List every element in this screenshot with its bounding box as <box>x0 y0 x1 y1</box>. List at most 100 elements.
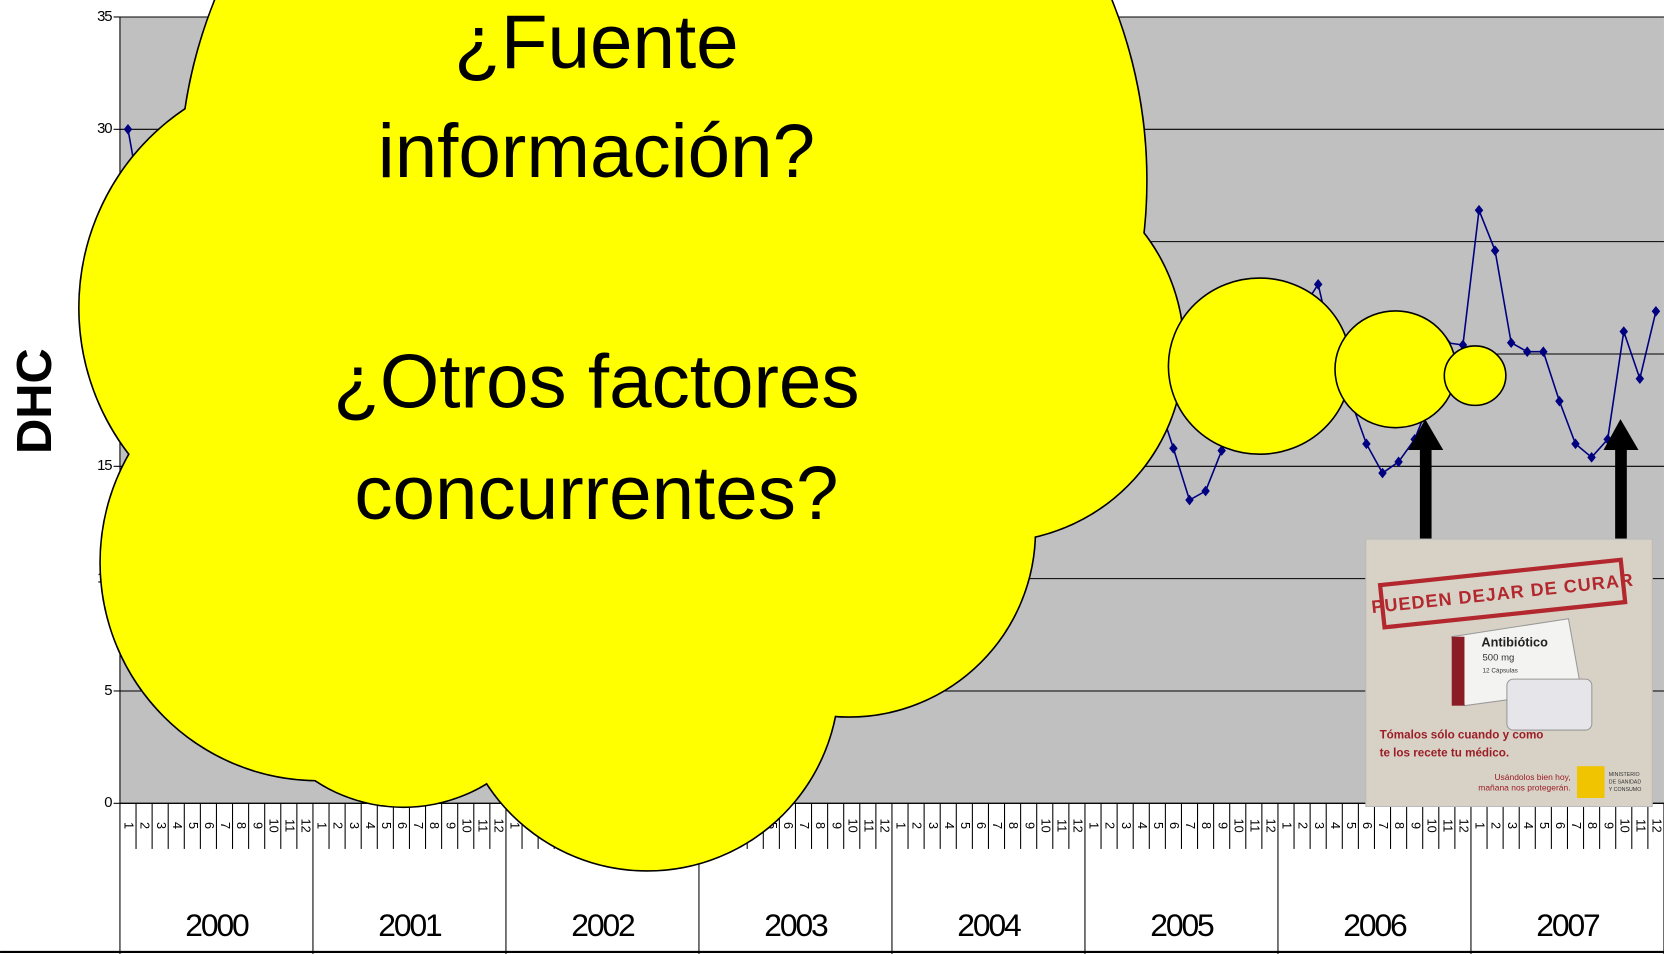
x-tick-label: 9 <box>1022 822 1037 829</box>
x-tick-label: 3 <box>154 822 169 829</box>
x-tick-label: 8 <box>234 822 249 829</box>
year-label: 2005 <box>1150 907 1214 943</box>
year-label: 2007 <box>1536 907 1600 943</box>
x-tick-label: 5 <box>958 822 973 829</box>
x-tick-label: 12 <box>492 819 507 833</box>
x-tick-label: 4 <box>170 822 185 829</box>
poster: PUEDEN DEJAR DE CURAR Antibiótico 500 mg… <box>1366 539 1653 806</box>
x-tick-label: 6 <box>974 822 989 829</box>
thought-bubble <box>1444 346 1506 405</box>
y-tick-label: 15 <box>97 458 112 474</box>
x-tick-label: 4 <box>1328 822 1343 829</box>
x-tick-label: 6 <box>395 822 410 829</box>
x-tick-label: 10 <box>1231 819 1246 833</box>
x-tick-label: 8 <box>1006 822 1021 829</box>
thought-bubble <box>1335 311 1456 428</box>
x-tick-label: 6 <box>1553 822 1568 829</box>
x-tick-label: 8 <box>1199 822 1214 829</box>
x-tick-label: 8 <box>1585 822 1600 829</box>
poster-text: 12 Cápsulas <box>1483 667 1518 674</box>
x-tick-label: 5 <box>186 822 201 829</box>
thought-bubble <box>1168 278 1351 454</box>
x-tick-label: 9 <box>443 822 458 829</box>
x-tick-label: 8 <box>1392 822 1407 829</box>
x-tick-label: 11 <box>1633 819 1648 832</box>
x-tick-label: 1 <box>1473 822 1488 829</box>
poster-text: mañana nos protegerán. <box>1478 783 1570 793</box>
x-tick-label: 2 <box>1489 822 1504 829</box>
x-tick-label: 2 <box>1296 822 1311 829</box>
ministry-logo <box>1577 766 1605 798</box>
x-tick-label: 3 <box>1312 822 1327 829</box>
chart: 0510152025303512345678910111212345678910… <box>0 0 1664 954</box>
poster-text: Antibiótico <box>1481 634 1548 649</box>
x-tick-label: 7 <box>218 822 233 829</box>
poster-text: Tómalos sólo cuando y como <box>1380 728 1544 741</box>
year-label: 2003 <box>764 907 828 943</box>
x-tick-label: 6 <box>1167 822 1182 829</box>
x-tick-label: 7 <box>797 822 812 829</box>
year-label: 2000 <box>185 907 249 943</box>
x-tick-label: 1 <box>122 822 137 829</box>
x-tick-label: 7 <box>1183 822 1198 829</box>
x-tick-label: 12 <box>1650 819 1664 833</box>
x-tick-label: 6 <box>781 822 796 829</box>
poster-text: 500 mg <box>1483 652 1515 663</box>
annotation-text: ¿Fuente <box>454 0 739 85</box>
x-tick-label: 12 <box>299 819 314 833</box>
x-tick-label: 4 <box>1135 822 1150 829</box>
annotation-text: concurrentes? <box>354 451 838 536</box>
x-tick-label: 11 <box>1247 819 1262 832</box>
annotation-text: información? <box>378 109 815 194</box>
x-tick-label: 4 <box>363 822 378 829</box>
y-tick-label: 35 <box>97 9 112 25</box>
x-tick-label: 7 <box>990 822 1005 829</box>
x-tick-label: 11 <box>861 819 876 832</box>
x-tick-label: 5 <box>1151 822 1166 829</box>
x-tick-label: 6 <box>202 822 217 829</box>
box-stripe <box>1452 637 1465 706</box>
x-tick-label: 7 <box>1376 822 1391 829</box>
x-tick-label: 10 <box>1617 819 1632 833</box>
poster-text: te los recete tu médico. <box>1380 747 1510 760</box>
x-tick-label: 12 <box>1071 819 1086 833</box>
x-tick-label: 1 <box>894 822 909 829</box>
poster-text: Usándolos bien hoy, <box>1494 772 1570 782</box>
x-tick-label: 10 <box>845 819 860 833</box>
x-tick-label: 9 <box>1408 822 1423 829</box>
x-tick-label: 10 <box>459 819 474 833</box>
x-tick-label: 5 <box>1344 822 1359 829</box>
x-tick-label: 3 <box>1505 822 1520 829</box>
x-tick-label: 3 <box>926 822 941 829</box>
x-tick-label: 5 <box>1537 822 1552 829</box>
x-tick-label: 2 <box>331 822 346 829</box>
x-tick-label: 11 <box>1054 819 1069 832</box>
x-tick-label: 9 <box>250 822 265 829</box>
x-tick-label: 1 <box>315 822 330 829</box>
x-tick-label: 7 <box>411 822 426 829</box>
x-tick-label: 4 <box>1521 822 1536 829</box>
x-tick-label: 2 <box>1103 822 1118 829</box>
arrow-shaft <box>1615 446 1627 544</box>
arrow-shaft <box>1420 446 1432 544</box>
x-tick-label: 3 <box>1119 822 1134 829</box>
x-tick-label: 10 <box>266 819 281 833</box>
x-tick-label: 10 <box>1424 819 1439 833</box>
x-tick-label: 6 <box>1360 822 1375 829</box>
x-tick-label: 5 <box>379 822 394 829</box>
poster-text: MINISTERIO <box>1609 772 1640 778</box>
year-label: 2004 <box>957 907 1021 943</box>
y-tick-label: 0 <box>104 795 112 811</box>
annotation-text: ¿Otros factores <box>333 340 859 425</box>
x-tick-label: 10 <box>1038 819 1053 833</box>
x-tick-label: 12 <box>1264 819 1279 833</box>
y-tick-label: 30 <box>97 121 112 137</box>
x-tick-label: 9 <box>1215 822 1230 829</box>
x-tick-label: 2 <box>138 822 153 829</box>
x-tick-label: 8 <box>813 822 828 829</box>
x-tick-label: 11 <box>475 819 490 832</box>
x-tick-label: 3 <box>347 822 362 829</box>
x-tick-label: 8 <box>427 822 442 829</box>
year-label: 2001 <box>378 907 442 943</box>
x-tick-label: 7 <box>1569 822 1584 829</box>
